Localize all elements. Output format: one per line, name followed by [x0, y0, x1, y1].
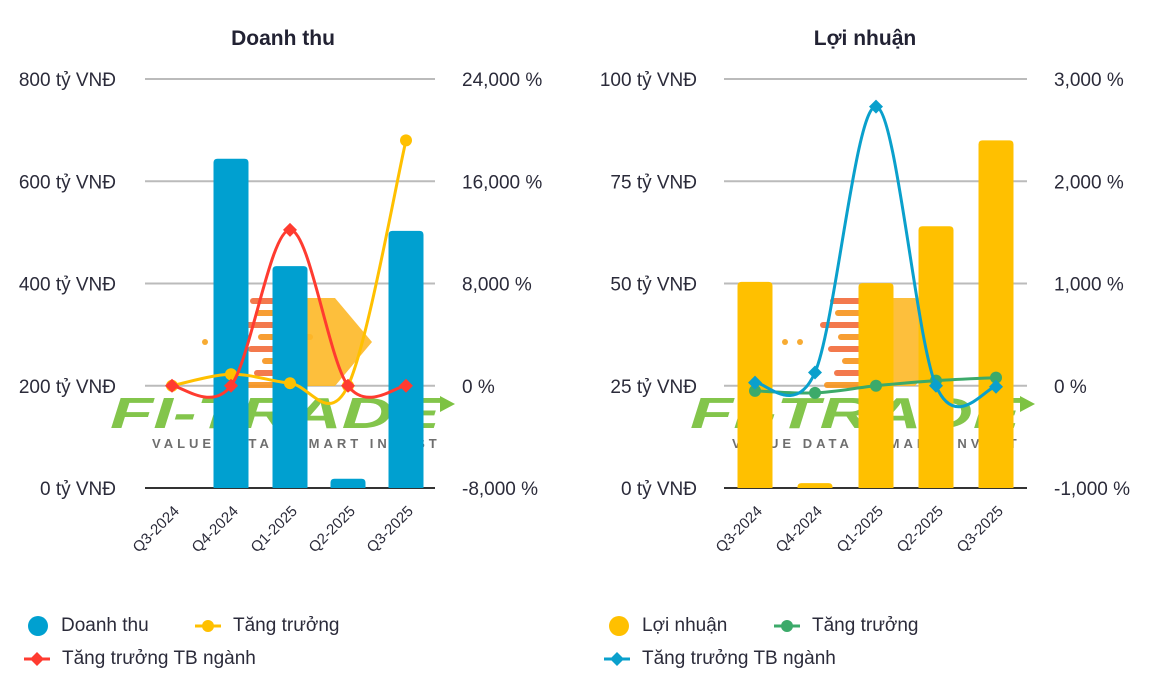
left-axis-tick-label: 50 tỷ VNĐ: [610, 275, 697, 296]
legend-doanh-thu: Doanh thu Tăng trưởng Tăng trưởng TB ngà…: [0, 600, 575, 690]
line-circle-marker-icon: [195, 620, 221, 632]
line-series: [748, 99, 1003, 409]
legend-label: Doanh thu: [61, 615, 149, 636]
x-axis-ticks: Q3-2024 Q4-2024 Q1-2025 Q2-2025 Q3-2025: [130, 503, 417, 556]
data-point[interactable]: [284, 377, 296, 390]
data-point[interactable]: [809, 386, 821, 399]
bar[interactable]: [272, 266, 308, 488]
data-point[interactable]: [399, 378, 413, 393]
data-point[interactable]: [869, 99, 883, 114]
data-point[interactable]: [225, 368, 237, 381]
right-axis-tick-label: 24,000 %: [462, 70, 542, 91]
left-axis-tick-label: 400 tỷ VNĐ: [19, 275, 116, 296]
watermark-arrowhead: [440, 396, 455, 412]
legend-item-tang-truong-tb-nganh[interactable]: Tăng trưởng TB ngành: [602, 647, 836, 671]
line-circle-marker-icon: [774, 620, 800, 632]
x-axis-tick-label: Q4-2024: [189, 503, 242, 556]
bar[interactable]: [388, 230, 424, 488]
right-axis-tick-label: 2,000 %: [1054, 172, 1124, 193]
x-axis-tick-label: Q1-2025: [248, 503, 301, 556]
x-axis-tick-label: Q3-2024: [130, 503, 183, 556]
bar[interactable]: [213, 158, 249, 488]
line-diamond-marker-icon: [604, 652, 630, 666]
chart-loi-nhuan: Lợi nhuận 100 tỷ VNĐ 75 tỷ VNĐ 50 tỷ VNĐ 25…: [600, 27, 1130, 556]
legend-label: Lợi nhuận: [642, 615, 728, 636]
x-axis-tick-label: Q4-2024: [773, 503, 826, 556]
bar[interactable]: [330, 478, 366, 488]
line-series: [165, 134, 413, 405]
right-axis-ticks: 24,000 % 16,000 % 8,000 % 0 % -8,000 %: [462, 70, 542, 500]
circle-swatch-icon: [28, 616, 48, 636]
legend-label: Tăng trưởng TB ngành: [642, 648, 836, 669]
data-point[interactable]: [870, 379, 882, 392]
data-point[interactable]: [990, 371, 1002, 384]
legend-item-tang-truong[interactable]: Tăng trưởng: [193, 614, 340, 638]
right-axis-tick-label: 0 %: [462, 377, 495, 398]
right-axis-tick-label: 3,000 %: [1054, 70, 1124, 91]
data-point[interactable]: [400, 134, 412, 147]
x-axis-tick-label: Q3-2024: [713, 503, 766, 556]
data-point[interactable]: [165, 378, 179, 393]
legend-item-tang-truong-tb-nganh[interactable]: Tăng trưởng TB ngành: [22, 647, 256, 671]
left-axis-tick-label: 75 tỷ VNĐ: [610, 172, 697, 193]
left-axis-tick-label: 200 tỷ VNĐ: [19, 377, 116, 398]
right-axis-tick-label: 1,000 %: [1054, 275, 1124, 296]
left-axis-tick-label: 600 tỷ VNĐ: [19, 172, 116, 193]
left-axis-tick-label: 25 tỷ VNĐ: [610, 377, 697, 398]
bar[interactable]: [797, 483, 833, 488]
data-point[interactable]: [808, 365, 822, 380]
x-axis-ticks: Q3-2024 Q4-2024 Q1-2025 Q2-2025 Q3-2025: [713, 503, 1007, 556]
data-point[interactable]: [929, 378, 943, 393]
legend-loi-nhuan: Lợi nhuận Tăng trưởng Tăng trưởng TB ngà…: [575, 600, 1150, 690]
legend-label: Tăng trưởng TB ngành: [62, 648, 256, 669]
legend-item-tang-truong[interactable]: Tăng trưởng: [772, 614, 919, 638]
right-axis-tick-label: 8,000 %: [462, 275, 532, 296]
watermark-arrowhead: [1020, 396, 1035, 412]
x-axis-tick-label: Q2-2025: [894, 503, 947, 556]
left-axis-tick-label: 800 tỷ VNĐ: [19, 70, 116, 91]
data-point[interactable]: [341, 378, 355, 393]
x-axis-tick-label: Q3-2025: [364, 503, 417, 556]
x-axis-tick-label: Q2-2025: [306, 503, 359, 556]
line-diamond-marker-icon: [24, 652, 50, 666]
data-point[interactable]: [283, 222, 297, 237]
left-axis-tick-label: 0 tỷ VNĐ: [621, 479, 697, 500]
chart-title: Doanh thu: [231, 27, 335, 50]
right-axis-tick-label: -1,000 %: [1054, 479, 1130, 500]
legend-label: Tăng trưởng: [233, 615, 340, 636]
left-axis-tick-label: 100 tỷ VNĐ: [600, 70, 697, 91]
circle-swatch-icon: [609, 616, 629, 636]
bar[interactable]: [918, 226, 954, 489]
chart-title: Lợi nhuận: [814, 27, 916, 50]
right-axis-tick-label: 0 %: [1054, 377, 1087, 398]
x-axis-tick-label: Q3-2025: [954, 503, 1007, 556]
x-axis-tick-label: Q1-2025: [834, 503, 887, 556]
left-axis-ticks: 800 tỷ VNĐ 600 tỷ VNĐ 400 tỷ VNĐ 200 tỷ VNĐ…: [19, 70, 116, 500]
data-point[interactable]: [224, 378, 238, 393]
right-axis-tick-label: -8,000 %: [462, 479, 538, 500]
bar-series: [213, 158, 424, 488]
legend-item-doanh-thu[interactable]: Doanh thu: [27, 614, 149, 638]
right-axis-ticks: 3,000 % 2,000 % 1,000 % 0 % -1,000 %: [1054, 70, 1130, 500]
watermark-arrow: [295, 298, 372, 386]
legend-label: Tăng trưởng: [812, 615, 919, 636]
data-point[interactable]: [748, 375, 762, 390]
data-point[interactable]: [749, 384, 761, 397]
bar[interactable]: [978, 140, 1014, 488]
left-axis-tick-label: 0 tỷ VNĐ: [40, 479, 116, 500]
left-axis-ticks: 100 tỷ VNĐ 75 tỷ VNĐ 50 tỷ VNĐ 25 tỷ VNĐ 0 t…: [600, 70, 697, 500]
chart-doanh-thu: Doanh thu 800 tỷ VNĐ 600 tỷ VNĐ 400 tỷ VNĐ…: [19, 27, 543, 556]
data-point[interactable]: [989, 379, 1003, 394]
legend-item-loi-nhuan[interactable]: Lợi nhuận: [608, 614, 727, 638]
right-axis-tick-label: 16,000 %: [462, 172, 542, 193]
